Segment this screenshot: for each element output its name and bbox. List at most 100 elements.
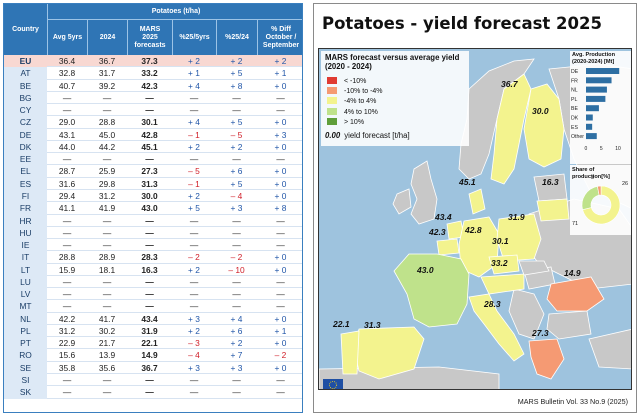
mars-forecast-cell: 36.7	[141, 362, 158, 373]
yield-2024-cell: —	[102, 227, 112, 238]
table-row: SI — — — — — —	[4, 374, 302, 387]
avg-5yrs-cell: —	[62, 276, 72, 287]
donut-slice-label: 71	[572, 221, 578, 227]
mars-forecast-cell: 42.3	[141, 80, 158, 91]
turkey-shape	[588, 329, 631, 370]
table-row: EE — — — — — —	[4, 153, 302, 166]
diff-5yrs-cell: + 4	[188, 117, 200, 128]
country-cell: SK	[4, 386, 47, 399]
avg-5yrs-cell: 15.6	[58, 350, 76, 361]
donut-slice-label: 3	[591, 175, 594, 181]
legend-label: -10% to -4%	[344, 88, 383, 96]
mars-forecast-cell: 16.3	[141, 264, 158, 275]
country-cell: PT	[4, 337, 47, 350]
avg-5yrs-cell: 42.2	[58, 313, 76, 324]
diff-24-cell: + 3	[230, 203, 243, 214]
mars-forecast-cell: 43.0	[141, 203, 158, 214]
label-es: 31.3	[364, 320, 381, 330]
diff-5yrs-cell: —	[189, 227, 199, 238]
diff-5yrs-cell: —	[189, 215, 199, 226]
inset-bar-category: DE	[571, 69, 579, 75]
label-be: 42.3	[429, 227, 446, 237]
czechia-shape	[488, 254, 520, 275]
map-panel: MARS forecast versus average yield (2020…	[318, 48, 632, 390]
share-pie-inset: Share of production[%] 71 26 3	[570, 165, 631, 235]
legend-label: > 10%	[344, 118, 365, 126]
table-row: DE 43.1 45.0 42.8 – 1 – 5 + 3	[4, 128, 302, 141]
inset-bar	[586, 105, 599, 112]
label-it: 28.3	[484, 299, 501, 309]
legend-forecast-key: 0.00 yield forecast [t/ha]	[325, 131, 410, 140]
diff-24-cell: —	[232, 227, 241, 238]
diff-oct-sep-cell: + 3	[274, 129, 287, 140]
table-row: EU 36.4 36.7 37.3 + 2 + 2 + 2	[4, 55, 302, 68]
diff-24-cell: —	[232, 215, 241, 226]
diff-oct-sep-cell: —	[276, 276, 285, 287]
germany-shape	[458, 216, 500, 278]
avg-5yrs-cell: 29.4	[58, 190, 76, 201]
table-row: ES 31.6 29.8 31.3 – 1 + 5 + 0	[4, 177, 302, 190]
romania-shape	[546, 276, 605, 312]
yield-2024-cell: 28.9	[98, 252, 116, 263]
avg-5yrs-cell: 40.7	[58, 80, 76, 91]
diff-24-cell: + 4	[230, 313, 243, 324]
label-el: 27.3	[532, 328, 549, 338]
diff-24-cell: —	[232, 105, 241, 116]
col-diff-5yrs: %25/5yrs	[172, 20, 216, 55]
mars-forecast-cell: 33.2	[141, 68, 158, 79]
yield-2024-cell: —	[102, 289, 112, 300]
yield-2024-cell: 18.1	[98, 264, 116, 275]
diff-oct-sep-cell: —	[276, 215, 285, 226]
diff-5yrs-cell: + 2	[188, 56, 200, 66]
label-lt: 16.3	[542, 177, 559, 187]
yield-2024-cell: 25.9	[98, 166, 116, 177]
col-avg: Avg 5yrs	[47, 20, 87, 55]
diff-5yrs-cell: —	[189, 375, 199, 386]
avg-5yrs-cell: —	[62, 105, 72, 116]
inset-bar	[586, 77, 612, 84]
diff-5yrs-cell: + 2	[188, 190, 200, 201]
mars-forecast-cell: —	[145, 240, 154, 251]
country-cell: PL	[4, 324, 47, 338]
yield-2024-cell: 21.7	[98, 338, 116, 349]
diff-oct-sep-cell: + 0	[274, 264, 287, 275]
diff-5yrs-cell: + 3	[188, 313, 200, 324]
diff-5yrs-cell: + 2	[188, 325, 200, 336]
label-nl: 43.4	[435, 212, 452, 222]
table-row: IT 28.8 28.9 28.3 – 2 – 2 + 0	[4, 251, 302, 264]
country-cell: FI	[4, 189, 47, 203]
mars-forecast-cell: 27.3	[141, 166, 158, 177]
diff-oct-sep-cell: —	[276, 387, 285, 398]
inset-bar-title: Avg. Production (2020-2024) [Mt]	[572, 52, 615, 65]
country-cell: SI	[4, 374, 47, 387]
diff-oct-sep-cell: —	[276, 240, 285, 251]
diff-oct-sep-cell: + 0	[274, 141, 287, 152]
inset-bar-category: BE	[571, 106, 578, 112]
col-2024: 2024	[87, 20, 127, 55]
inset-pie-title: Share of production[%]	[572, 167, 610, 180]
country-cell: LT	[4, 263, 47, 276]
diff-24-cell: —	[232, 375, 241, 386]
europe-map	[319, 58, 631, 389]
donut-slice	[581, 185, 600, 211]
diff-5yrs-cell: + 4	[188, 80, 200, 91]
diff-5yrs-cell: —	[189, 289, 199, 300]
country-cell: RO	[4, 349, 47, 362]
inset-bar-tick: 5	[600, 146, 603, 152]
diff-5yrs-cell: – 1	[188, 178, 200, 189]
diff-oct-sep-cell: + 2	[274, 56, 287, 66]
balkans-shape	[508, 288, 545, 340]
inset-bar-category: DK	[571, 116, 579, 122]
country-cell: HU	[4, 226, 47, 240]
diff-5yrs-cell: —	[189, 154, 199, 165]
legend-forecast-label: yield forecast [t/ha]	[344, 131, 410, 140]
avg-5yrs-cell: 31.2	[58, 325, 76, 336]
inset-bar-category: FR	[571, 78, 578, 84]
avg-5yrs-cell: 28.7	[58, 166, 76, 177]
legend-label: -4% to 4%	[344, 98, 377, 106]
diff-5yrs-cell: —	[189, 301, 199, 312]
yield-2024-cell: —	[102, 105, 112, 116]
legend-item: > 10%	[327, 117, 365, 127]
avg-5yrs-cell: 35.8	[58, 362, 76, 373]
mars-forecast-cell: 31.9	[141, 325, 158, 336]
